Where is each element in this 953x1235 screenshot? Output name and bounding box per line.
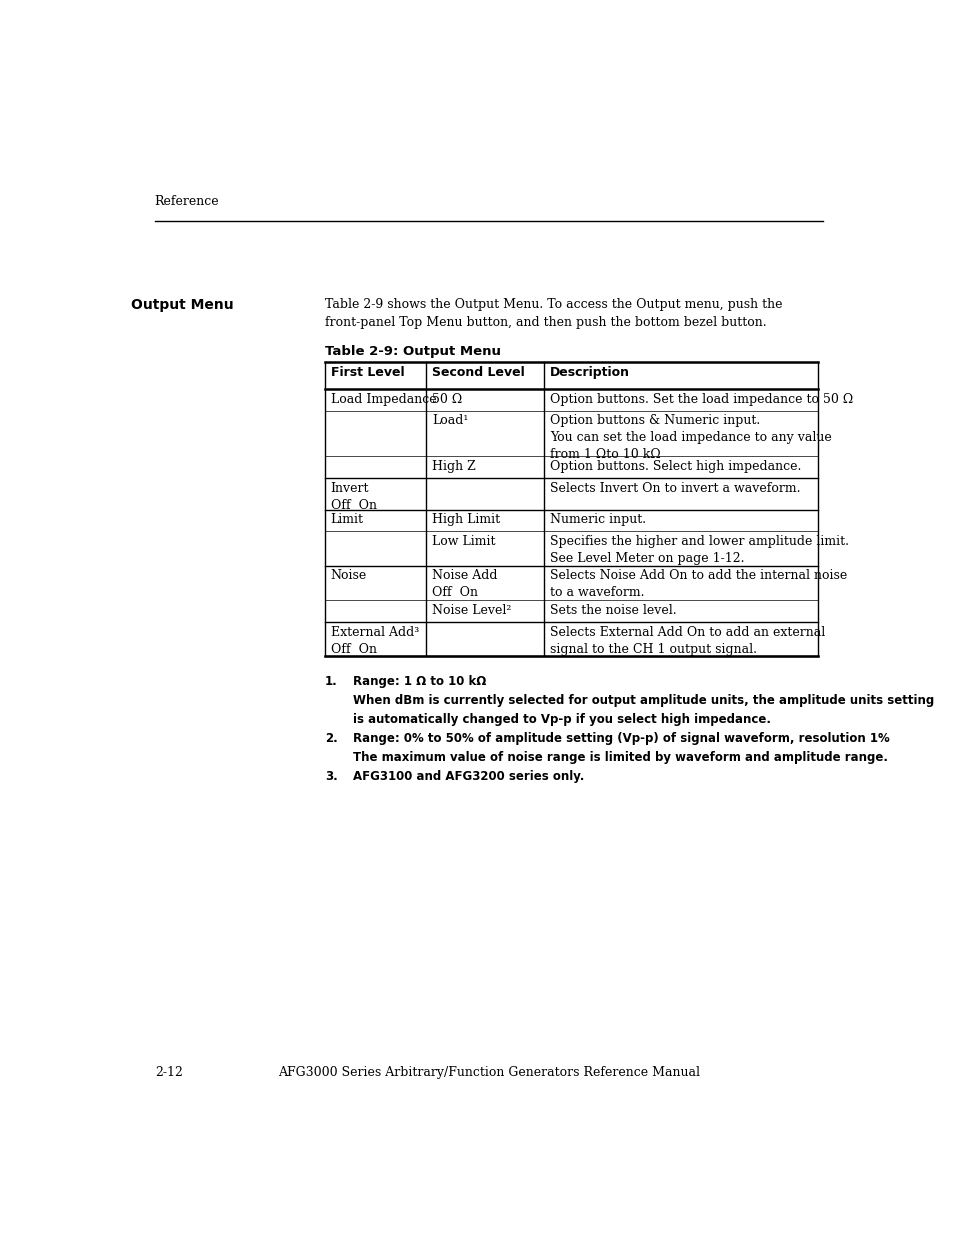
Text: Selects External Add On to add an external
signal to the CH 1 output signal.: Selects External Add On to add an extern… (550, 626, 824, 656)
Text: 50 Ω: 50 Ω (432, 393, 462, 405)
Text: Selects Invert On to invert a waveform.: Selects Invert On to invert a waveform. (550, 482, 800, 495)
Text: 2.: 2. (324, 732, 337, 745)
Text: is automatically changed to Vp-p if you select high impedance.: is automatically changed to Vp-p if you … (353, 713, 770, 726)
Text: 1.: 1. (324, 676, 337, 688)
Text: 3.: 3. (324, 771, 337, 783)
Text: Range: 0% to 50% of amplitude setting (Vp-p) of signal waveform, resolution 1%: Range: 0% to 50% of amplitude setting (V… (353, 732, 889, 745)
Text: Numeric input.: Numeric input. (550, 514, 646, 526)
Text: Noise Level²: Noise Level² (432, 604, 511, 616)
Text: High Limit: High Limit (432, 514, 499, 526)
Text: Table 2-9 shows the Output Menu. To access the Output menu, push the
front-panel: Table 2-9 shows the Output Menu. To acce… (324, 299, 781, 330)
Text: Load Impedance: Load Impedance (331, 393, 436, 405)
Text: Reference: Reference (154, 195, 219, 209)
Text: Sets the noise level.: Sets the noise level. (550, 604, 677, 616)
Text: The maximum value of noise range is limited by waveform and amplitude range.: The maximum value of noise range is limi… (353, 751, 887, 764)
Text: Table 2-9: Output Menu: Table 2-9: Output Menu (324, 345, 500, 358)
Text: Invert
Off  On: Invert Off On (331, 482, 376, 513)
Text: Description: Description (550, 366, 630, 379)
Text: Option buttons. Set the load impedance to 50 Ω: Option buttons. Set the load impedance t… (550, 393, 853, 405)
Text: Option buttons. Select high impedance.: Option buttons. Select high impedance. (550, 461, 801, 473)
Text: Range: 1 Ω to 10 kΩ: Range: 1 Ω to 10 kΩ (353, 676, 486, 688)
Text: Specifies the higher and lower amplitude limit.
See Level Meter on page 1-12.: Specifies the higher and lower amplitude… (550, 535, 848, 566)
Text: First Level: First Level (331, 366, 404, 379)
Text: Output Menu: Output Menu (132, 299, 233, 312)
Text: AFG3000 Series Arbitrary/Function Generators Reference Manual: AFG3000 Series Arbitrary/Function Genera… (277, 1066, 700, 1079)
Text: External Add³
Off  On: External Add³ Off On (331, 626, 418, 656)
Text: Limit: Limit (331, 514, 363, 526)
Text: Selects Noise Add On to add the internal noise
to a waveform.: Selects Noise Add On to add the internal… (550, 569, 846, 599)
Text: AFG3100 and AFG3200 series only.: AFG3100 and AFG3200 series only. (353, 771, 583, 783)
Text: When dBm is currently selected for output amplitude units, the amplitude units s: When dBm is currently selected for outpu… (353, 694, 933, 708)
Text: Option buttons & Numeric input.
You can set the load impedance to any value
from: Option buttons & Numeric input. You can … (550, 415, 831, 462)
Text: High Z: High Z (432, 461, 476, 473)
Text: Low Limit: Low Limit (432, 535, 495, 548)
Text: 2-12: 2-12 (154, 1066, 182, 1079)
Text: Noise Add
Off  On: Noise Add Off On (432, 569, 497, 599)
Text: Second Level: Second Level (432, 366, 524, 379)
Text: Noise: Noise (331, 569, 367, 583)
Text: Load¹: Load¹ (432, 415, 468, 427)
